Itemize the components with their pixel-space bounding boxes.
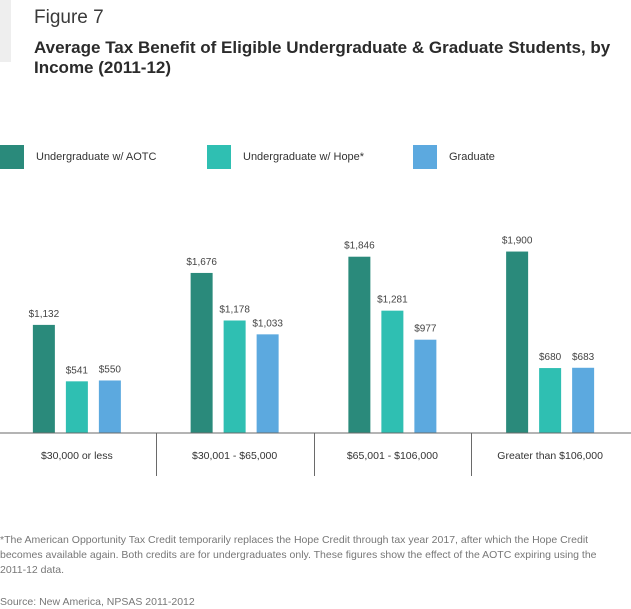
data-label-graduate-2: $977 [414, 324, 437, 335]
legend-item-hope: Undergraduate w/ Hope* [207, 144, 364, 170]
bar-aotc-0 [32, 324, 55, 433]
data-label-hope-3: $680 [539, 352, 562, 363]
bar-aotc-3 [506, 251, 529, 433]
bar-hope-3 [539, 368, 562, 433]
legend: Undergraduate w/ AOTC Undergraduate w/ H… [0, 144, 631, 170]
data-label-hope-1: $1,178 [219, 305, 250, 316]
legend-item-aotc: Undergraduate w/ AOTC [0, 144, 156, 170]
bar-graduate-1 [256, 334, 279, 433]
footnote: *The American Opportunity Tax Credit tem… [0, 534, 597, 576]
legend-item-graduate: Graduate [413, 144, 495, 170]
category-label-1: $30,001 - $65,000 [192, 450, 277, 462]
data-label-graduate-0: $550 [99, 364, 122, 375]
data-label-graduate-1: $1,033 [252, 318, 283, 329]
category-label-3: Greater than $106,000 [497, 450, 603, 462]
data-label-aotc-0: $1,132 [29, 309, 60, 320]
data-label-hope-0: $541 [66, 365, 89, 376]
bar-hope-0 [65, 381, 88, 433]
data-label-aotc-2: $1,846 [344, 241, 375, 252]
data-label-aotc-3: $1,900 [502, 236, 533, 247]
bar-hope-2 [381, 310, 404, 433]
legend-swatch-aotc [0, 145, 24, 169]
data-label-aotc-1: $1,676 [186, 257, 217, 268]
data-label-hope-2: $1,281 [377, 295, 408, 306]
bar-aotc-2 [348, 256, 371, 433]
data-label-graduate-3: $683 [572, 352, 595, 363]
accent-bar [0, 0, 11, 62]
bar-graduate-2 [414, 339, 437, 433]
bar-chart: $1,132 $541 $550 $30,000 or less $1,676 $1,17… [0, 236, 631, 476]
figure-label: Figure 7 [34, 7, 104, 28]
bar-graduate-3 [572, 367, 595, 433]
category-label-2: $65,001 - $106,000 [347, 450, 438, 462]
legend-label-hope: Undergraduate w/ Hope* [243, 151, 365, 163]
legend-label-aotc: Undergraduate w/ AOTC [36, 151, 157, 163]
bar-graduate-0 [98, 380, 121, 433]
legend-swatch-hope [207, 145, 231, 169]
bar-hope-1 [223, 320, 246, 433]
bar-aotc-1 [190, 272, 213, 433]
category-label-0: $30,000 or less [41, 450, 113, 462]
chart-title: Average Tax Benefit of Eligible Undergra… [34, 38, 611, 77]
legend-label-graduate: Graduate [449, 151, 495, 163]
legend-swatch-graduate [413, 145, 437, 169]
source-note: Source: New America, NPSAS 2011-2012 [0, 596, 195, 608]
